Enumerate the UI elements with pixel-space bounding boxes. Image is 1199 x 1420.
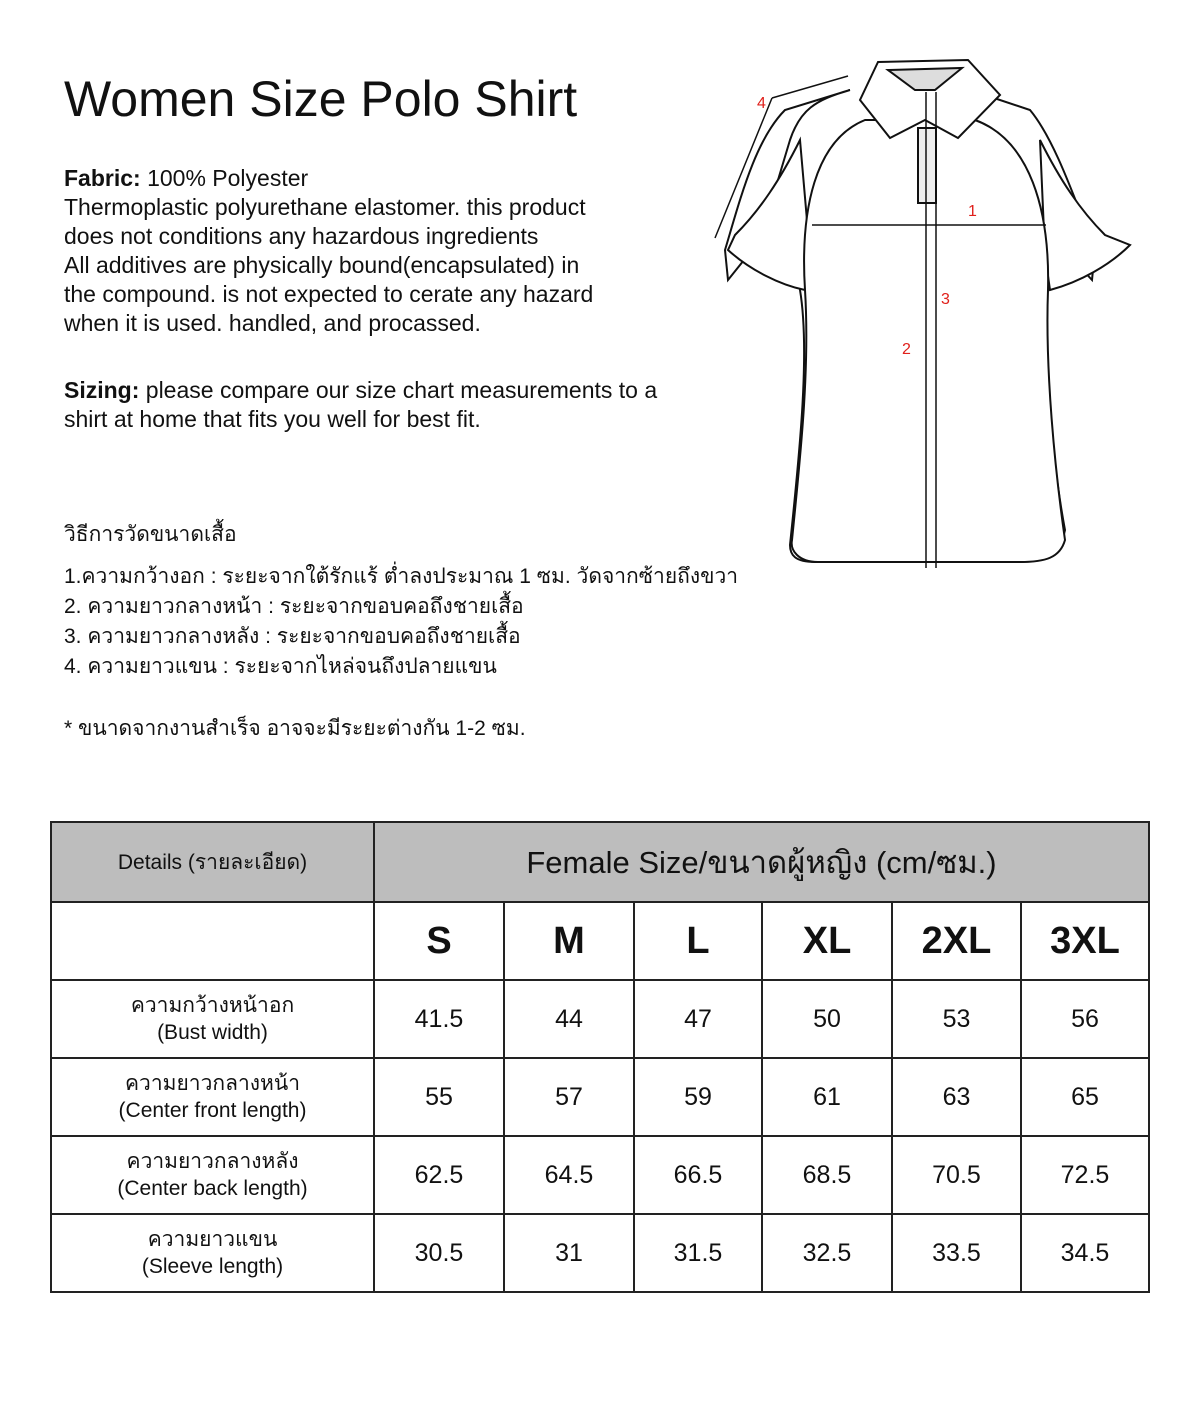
row-label-english: (Bust width)	[157, 1021, 268, 1044]
sizing-text: please compare our size chart measuremen…	[64, 377, 658, 432]
measurement-cell: 66.5	[633, 1135, 763, 1215]
measurement-cell: 61	[761, 1057, 893, 1137]
fabric-label: Fabric:	[64, 165, 141, 191]
size-l: L	[633, 901, 763, 981]
instruction-item: 3. ความยาวกลางหลัง : ระยะจากขอบคอถึงชายเ…	[64, 625, 521, 648]
measurement-cell: 53	[891, 979, 1022, 1059]
measurement-cell: 31	[503, 1213, 635, 1293]
fabric-line: does not conditions any hazardous ingred…	[64, 223, 539, 249]
measure-instructions: วิธีการวัดขนาดเสื้อ 1.ความกว้างอก : ระยะ…	[64, 520, 784, 682]
size-3xl: 3XL	[1020, 901, 1150, 981]
measurement-cell: 72.5	[1020, 1135, 1150, 1215]
table-row: ความยาวกลางหลัง (Center back length) 62.5 6…	[50, 1135, 1150, 1215]
measurement-cell: 56	[1020, 979, 1150, 1059]
measurement-cell: 59	[633, 1057, 763, 1137]
measurement-cell: 47	[633, 979, 763, 1059]
right-sleeve	[1039, 139, 1132, 292]
measurement-cell: 50	[761, 979, 893, 1059]
row-label: ความยาวแขน (Sleeve length)	[50, 1213, 375, 1293]
label-4: 4	[757, 95, 766, 112]
collar-inner	[885, 66, 965, 91]
sizing-label: Sizing:	[64, 377, 140, 403]
size-m: M	[503, 901, 635, 981]
size-xl: XL	[761, 901, 893, 981]
row-label-english: (Center front length)	[118, 1099, 307, 1122]
fabric-value: 100% Polyester	[140, 165, 309, 191]
measurement-cell: 62.5	[373, 1135, 505, 1215]
measurement-cell: 44	[503, 979, 635, 1059]
measurement-cell: 33.5	[891, 1213, 1022, 1293]
row-label-english: (Center back length)	[117, 1177, 308, 1200]
size-chart-table: Details (รายละเอียด) Female Size/ขนาดผู้…	[50, 821, 1150, 1293]
left-sleeve	[726, 136, 812, 292]
size-header: Female Size/ขนาดผู้หญิง (cm/ซม.)	[373, 821, 1150, 903]
label-3: 3	[941, 291, 950, 308]
measurement-cell: 41.5	[373, 979, 505, 1059]
page-title: Women Size Polo Shirt	[64, 71, 578, 127]
row-label-english: (Sleeve length)	[141, 1255, 284, 1278]
sleeve-arrow	[714, 97, 773, 239]
torso	[790, 119, 1067, 563]
measurement-cell: 64.5	[503, 1135, 635, 1215]
placket	[917, 127, 937, 204]
measurement-cell: 68.5	[761, 1135, 893, 1215]
fabric-line: All additives are physically bound(encap…	[64, 252, 580, 278]
measurement-cell: 30.5	[373, 1213, 505, 1293]
label-2: 2	[902, 341, 911, 358]
row-label: ความยาวกลางหลัง (Center back length)	[50, 1135, 375, 1215]
row-label-thai: ความยาวแขน	[147, 1228, 278, 1251]
measurement-cell: 32.5	[761, 1213, 893, 1293]
row-label: ความกว้างหน้าอก (Bust width)	[50, 979, 375, 1059]
size-2xl: 2XL	[891, 901, 1022, 981]
instruction-item: 1.ความกว้างอก : ระยะจากใต้รักแร้ ต่ำลงปร…	[64, 565, 739, 588]
table-row: ความยาวแขน (Sleeve length) 30.5 31 31.5 32.5 3…	[50, 1213, 1150, 1293]
measurement-cell: 31.5	[633, 1213, 763, 1293]
tolerance-note: * ขนาดจากงานสำเร็จ อาจจะมีระยะต่างกัน 1-…	[64, 717, 526, 740]
fabric-description: Fabric: 100% Polyester Thermoplastic pol…	[64, 164, 704, 338]
empty-cell	[50, 901, 375, 981]
row-label: ความยาวกลางหน้า (Center front length)	[50, 1057, 375, 1137]
instruction-item: 2. ความยาวกลางหน้า : ระยะจากขอบคอถึงชายเ…	[64, 595, 524, 618]
label-1: 1	[968, 203, 977, 220]
row-label-thai: ความยาวกลางหลัง	[126, 1150, 299, 1173]
fabric-line: the compound. is not expected to cerate …	[64, 281, 594, 307]
fabric-line: Thermoplastic polyurethane elastomer. th…	[64, 194, 586, 220]
measurement-cell: 65	[1020, 1057, 1150, 1137]
collar	[858, 58, 1002, 140]
measurement-cell: 57	[503, 1057, 635, 1137]
measurement-cell: 55	[373, 1057, 505, 1137]
instruction-item: 4. ความยาวแขน : ระยะจากไหล่จนถึงปลายแขน	[64, 655, 497, 678]
row-label-thai: ความกว้างหน้าอก	[130, 994, 295, 1017]
table-row: ความยาวกลางหน้า (Center front length) 55 57…	[50, 1057, 1150, 1137]
row-label-thai: ความยาวกลางหน้า	[125, 1072, 300, 1095]
measurement-cell: 70.5	[891, 1135, 1022, 1215]
sizing-note: Sizing: please compare our size chart me…	[64, 376, 704, 434]
instructions-heading: วิธีการวัดขนาดเสื้อ	[64, 523, 237, 546]
measurement-cell: 63	[891, 1057, 1022, 1137]
table-row: ความกว้างหน้าอก (Bust width) 41.5 44 47 50 53 5…	[50, 979, 1150, 1059]
polo-shirt-diagram: 1 2 3 4	[714, 58, 1132, 568]
fabric-line: when it is used. handled, and procassed.	[64, 310, 481, 336]
size-s: S	[373, 901, 505, 981]
measurement-cell: 34.5	[1020, 1213, 1150, 1293]
details-header: Details (รายละเอียด)	[50, 821, 375, 903]
